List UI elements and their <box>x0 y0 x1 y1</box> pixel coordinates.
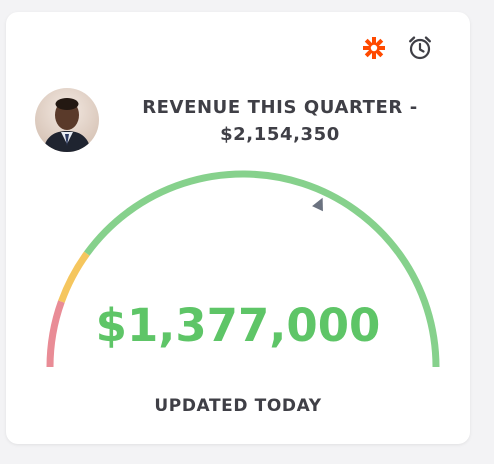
zapier-icon[interactable] <box>359 33 389 63</box>
avatar <box>35 88 99 152</box>
gauge-segment-1 <box>58 251 90 303</box>
gauge-segment-2 <box>84 170 440 368</box>
gauge-segment-0 <box>46 300 65 368</box>
revenue-gauge <box>46 170 440 368</box>
updated-status: UPDATED TODAY <box>154 396 322 416</box>
alarm-button[interactable] <box>405 33 435 63</box>
revenue-value: $1,377,000 <box>95 299 381 352</box>
person-avatar-icon <box>35 88 99 152</box>
alarm-clock-icon <box>409 36 431 60</box>
target-marker <box>312 197 323 212</box>
title-line-1: REVENUE THIS QUARTER - <box>142 97 418 118</box>
widget-title: REVENUE THIS QUARTER - $2,154,350 <box>110 94 450 148</box>
title-line-2: $2,154,350 <box>220 124 340 145</box>
revenue-widget-card: REVENUE THIS QUARTER - $2,154,350 $1,377… <box>6 12 470 444</box>
zapier-asterisk-icon <box>363 37 385 59</box>
